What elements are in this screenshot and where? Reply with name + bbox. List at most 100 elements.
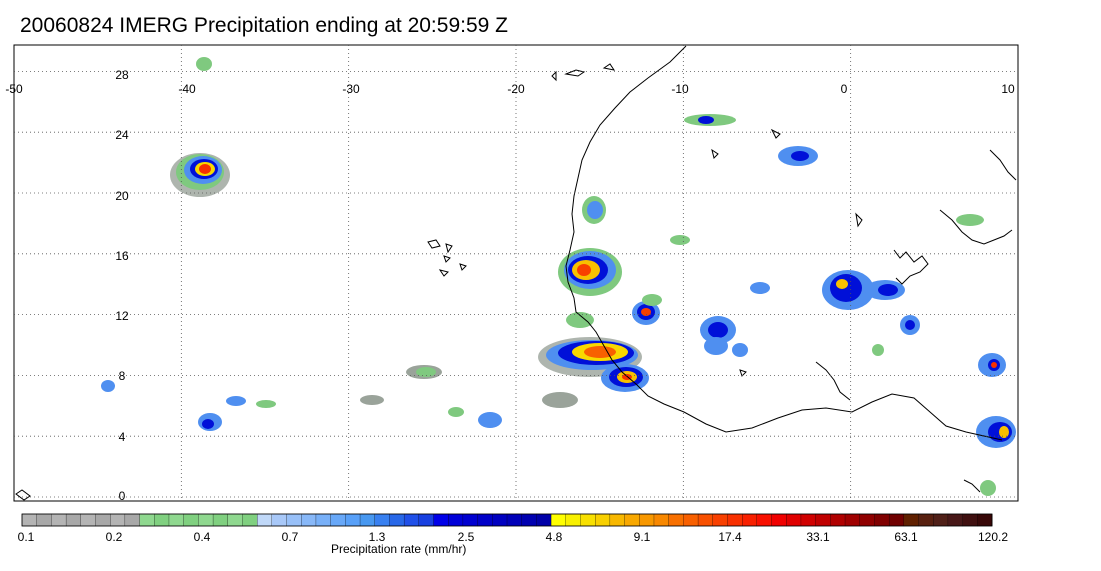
colorbar-swatch: [830, 513, 846, 527]
colorbar-swatch: [345, 513, 361, 527]
colorbar-swatch: [36, 513, 52, 527]
colorbar-swatch: [565, 513, 581, 527]
colorbar-swatch: [95, 513, 111, 527]
colorbar-swatch: [183, 513, 199, 527]
colorbar-swatch: [242, 513, 258, 527]
colorbar-swatch: [403, 513, 420, 527]
lat-tick-label: 8: [119, 369, 126, 383]
colorbar-label: 63.1: [894, 530, 918, 544]
colorbar-label: 0.2: [106, 530, 123, 544]
colorbar-swatch: [418, 513, 434, 527]
colorbar-swatch: [212, 513, 229, 527]
lat-tick-label: 16: [115, 249, 129, 263]
colorbar-swatch: [653, 513, 670, 527]
colorbar-swatch: [256, 513, 273, 527]
lon-tick-label: -50: [5, 82, 23, 96]
colorbar-swatch: [815, 513, 831, 527]
colorbar-swatch: [389, 513, 405, 527]
colorbar-swatch: [550, 513, 567, 527]
colorbar-swatch: [21, 513, 38, 527]
colorbar-swatch: [462, 513, 479, 527]
colorbar-swatch: [492, 513, 508, 527]
colorbar-swatch: [977, 513, 993, 527]
colorbar-label: 0.7: [282, 530, 299, 544]
lon-tick-label: -20: [507, 82, 525, 96]
lon-tick-label: -30: [342, 82, 360, 96]
colorbar-swatch: [477, 513, 493, 527]
lat-tick-label: 20: [115, 189, 129, 203]
colorbar-swatch: [859, 513, 875, 527]
colorbar-swatch: [609, 513, 626, 527]
colorbar-swatch: [844, 513, 861, 527]
colorbar-swatch: [683, 513, 699, 527]
colorbar-swatch: [756, 513, 772, 527]
colorbar-swatch: [286, 513, 302, 527]
colorbar-swatch: [168, 513, 185, 527]
colorbar-swatch: [595, 513, 611, 527]
colorbar-swatch: [154, 513, 170, 527]
colorbar-swatch: [521, 513, 537, 527]
colorbar-swatch: [947, 513, 964, 527]
lat-tick-label: 4: [119, 430, 126, 444]
colorbar-swatch: [697, 513, 714, 527]
lat-tick-label: 0: [119, 489, 126, 503]
colorbar-swatch: [301, 513, 317, 527]
lon-tick-label: 10: [1001, 82, 1015, 96]
colorbar-swatch: [786, 513, 802, 527]
colorbar-swatch: [330, 513, 346, 527]
colorbar-labels: 0.1 0.2 0.4 0.7 1.3 2.5 4.8 9.1 17.4 33.…: [18, 530, 1009, 544]
colorbar-label: 120.2: [978, 530, 1008, 544]
colorbar-swatch: [51, 513, 67, 527]
colorbar-label: 1.3: [369, 530, 386, 544]
colorbar-swatch: [139, 513, 155, 527]
coastlines: [15, 45, 1017, 501]
lon-tick-label: -10: [671, 82, 689, 96]
colorbar-swatch: [80, 513, 96, 527]
colorbar-swatch: [271, 513, 288, 527]
colorbar-swatch: [433, 513, 449, 527]
colorbar-swatch: [65, 513, 82, 527]
colorbar-swatch: [903, 513, 919, 527]
precipitation-cells: [101, 57, 1016, 496]
colorbar-swatch: [668, 513, 684, 527]
colorbar-label: 2.5: [458, 530, 475, 544]
colorbar-label: 9.1: [634, 530, 651, 544]
colorbar-swatch: [712, 513, 728, 527]
colorbar-title: Precipitation rate (mm/hr): [331, 542, 467, 556]
colorbar-swatch: [227, 513, 243, 527]
colorbar-swatch: [771, 513, 787, 527]
colorbar-swatch: [874, 513, 890, 527]
colorbar-swatch: [727, 513, 743, 527]
colorbar-swatch: [580, 513, 596, 527]
colorbar-label: 0.4: [194, 530, 211, 544]
colorbar-swatch: [933, 513, 949, 527]
colorbar-swatch: [110, 513, 126, 527]
colorbar-swatch: [639, 513, 655, 527]
colorbar-label: 33.1: [806, 530, 830, 544]
colorbar-swatch: [918, 513, 934, 527]
colorbar-swatch: [374, 513, 390, 527]
colorbar-swatch: [536, 513, 552, 527]
latitude-labels: 28 24 20 16 12 8 4 0: [115, 68, 129, 503]
colorbar-swatch: [888, 513, 905, 527]
longitude-labels: -50 -40 -30 -20 -10 0 10: [5, 82, 1015, 96]
colorbar-swatch: [962, 513, 978, 527]
colorbar-frame: [21, 513, 993, 527]
colorbar-swatch: [800, 513, 817, 527]
map-title: 20060824 IMERG Precipitation ending at 2…: [20, 14, 508, 37]
colorbar-swatch: [124, 513, 141, 527]
colorbar-swatch: [448, 513, 464, 527]
colorbar-label: 4.8: [546, 530, 563, 544]
graticule: [14, 45, 1018, 501]
colorbar-label: 17.4: [718, 530, 742, 544]
colorbar-label: 0.1: [18, 530, 35, 544]
lon-tick-label: 0: [841, 82, 848, 96]
colorbar-swatch: [742, 513, 758, 527]
lat-tick-label: 12: [115, 309, 129, 323]
lat-tick-label: 28: [115, 68, 129, 82]
colorbar-swatch: [624, 513, 640, 527]
lon-tick-label: -40: [178, 82, 196, 96]
colorbar-swatch: [506, 513, 523, 527]
